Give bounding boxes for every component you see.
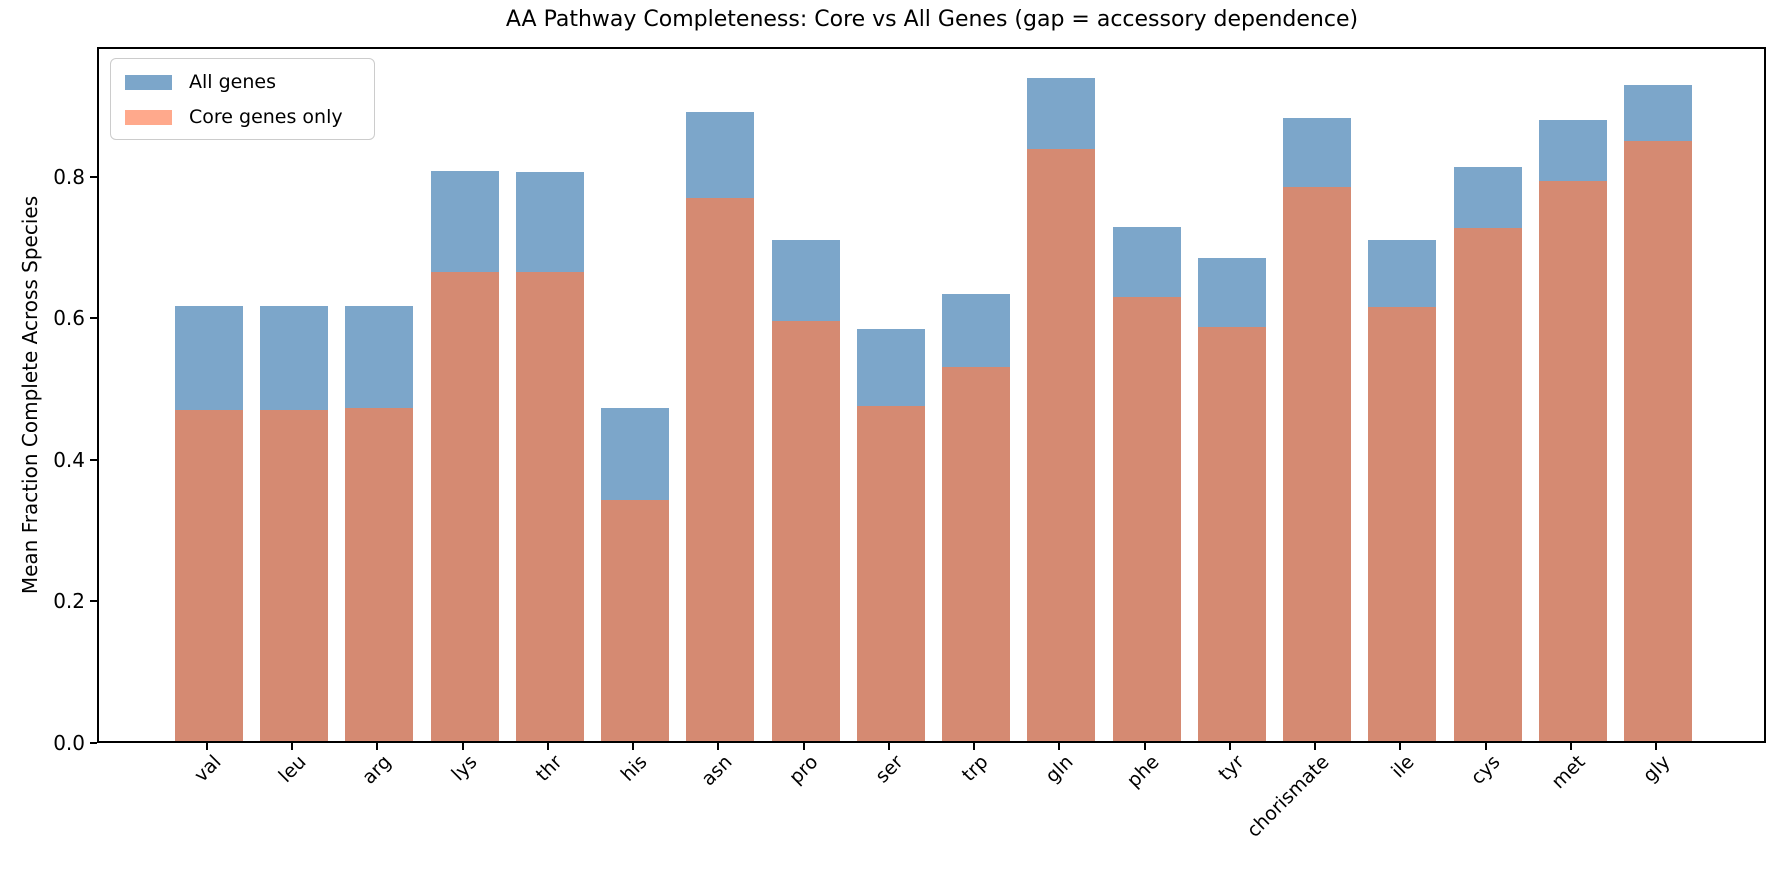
y-tick-0.2 [90, 600, 97, 603]
bar-core-genes-chorismate [1283, 187, 1352, 741]
bar-core-genes-gln [1027, 149, 1096, 741]
x-tick-label-chorismate: chorismate [1242, 751, 1334, 842]
x-tick-met [1569, 743, 1572, 750]
y-tick-label-0.0: 0.0 [53, 731, 85, 755]
legend-item-core-genes: Core genes only [125, 106, 360, 128]
x-tick-label-arg: arg [358, 751, 397, 789]
x-tick-ser [887, 743, 890, 750]
y-axis-label: Mean Fraction Complete Across Species [18, 195, 42, 595]
bar-core-genes-asn [686, 198, 755, 741]
x-tick-cys [1484, 743, 1487, 750]
x-tick-val [206, 743, 208, 750]
x-tick-trp [973, 743, 976, 750]
legend-label: Core genes only [189, 106, 343, 128]
x-tick-lys [461, 743, 464, 750]
x-tick-label-his: his [616, 751, 652, 786]
y-tick-0.8 [90, 175, 97, 178]
y-tick-0.4 [90, 458, 97, 461]
x-tick-label-gly: gly [1638, 751, 1675, 787]
x-tick-label-phe: phe [1122, 751, 1164, 792]
bar-core-genes-lys [430, 272, 499, 741]
y-tick-0.6 [90, 317, 97, 320]
chart-title: AA Pathway Completeness: Core vs All Gen… [505, 7, 1359, 32]
x-tick-chorismate [1314, 743, 1317, 750]
x-tick-label-ile: ile [1387, 751, 1419, 783]
x-tick-thr [546, 743, 549, 750]
legend: All genes Core genes only [110, 58, 375, 140]
y-tick-label-0.8: 0.8 [53, 164, 85, 189]
legend-swatch-icon [125, 109, 172, 125]
bar-core-genes-leu [260, 410, 329, 741]
bar-core-genes-met [1538, 181, 1607, 741]
x-tick-tyr [1228, 743, 1231, 750]
x-tick-label-cys: cys [1466, 751, 1505, 789]
bar-core-genes-trp [942, 367, 1011, 741]
x-tick-label-asn: asn [697, 751, 737, 791]
bar-core-genes-gly [1624, 141, 1693, 741]
bar-core-genes-phe [1112, 297, 1181, 741]
bar-core-genes-cys [1453, 228, 1522, 741]
x-tick-leu [291, 743, 294, 750]
y-tick-label-0.2: 0.2 [53, 589, 85, 614]
x-tick-his [632, 743, 635, 750]
bar-core-genes-his [601, 500, 670, 741]
x-tick-label-trp: trp [957, 751, 993, 786]
x-tick-arg [376, 743, 379, 750]
x-tick-label-gln: gln [1041, 751, 1078, 788]
x-tick-phe [1143, 743, 1146, 750]
x-tick-gln [1058, 743, 1061, 750]
bar-core-genes-thr [515, 272, 584, 741]
x-tick-label-leu: leu [274, 751, 311, 788]
plot-area [97, 47, 1766, 743]
x-tick-label-thr: thr [531, 751, 567, 786]
bar-core-genes-ser [856, 406, 925, 741]
bar-core-genes-ile [1368, 307, 1437, 741]
bar-core-genes-val [175, 410, 243, 741]
bar-core-genes-pro [771, 321, 840, 741]
y-tick-0.0 [90, 742, 97, 744]
x-tick-pro [802, 743, 805, 750]
x-tick-label-pro: pro [784, 751, 823, 789]
bar-core-genes-tyr [1197, 327, 1266, 741]
x-tick-label-lys: lys [447, 751, 482, 786]
legend-item-all-genes: All genes [125, 71, 360, 93]
x-tick-label-val: val [190, 751, 226, 787]
y-tick-label-0.4: 0.4 [53, 447, 85, 472]
x-tick-asn [717, 743, 720, 750]
x-tick-label-met: met [1547, 751, 1590, 794]
x-tick-gly [1655, 743, 1658, 750]
bar-core-genes-arg [345, 408, 414, 741]
legend-label: All genes [189, 71, 276, 93]
legend-swatch-icon [125, 74, 172, 90]
y-tick-label-0.6: 0.6 [53, 306, 85, 331]
x-tick-label-ser: ser [871, 751, 908, 788]
x-tick-label-tyr: tyr [1214, 751, 1249, 786]
x-tick-ile [1399, 743, 1402, 750]
